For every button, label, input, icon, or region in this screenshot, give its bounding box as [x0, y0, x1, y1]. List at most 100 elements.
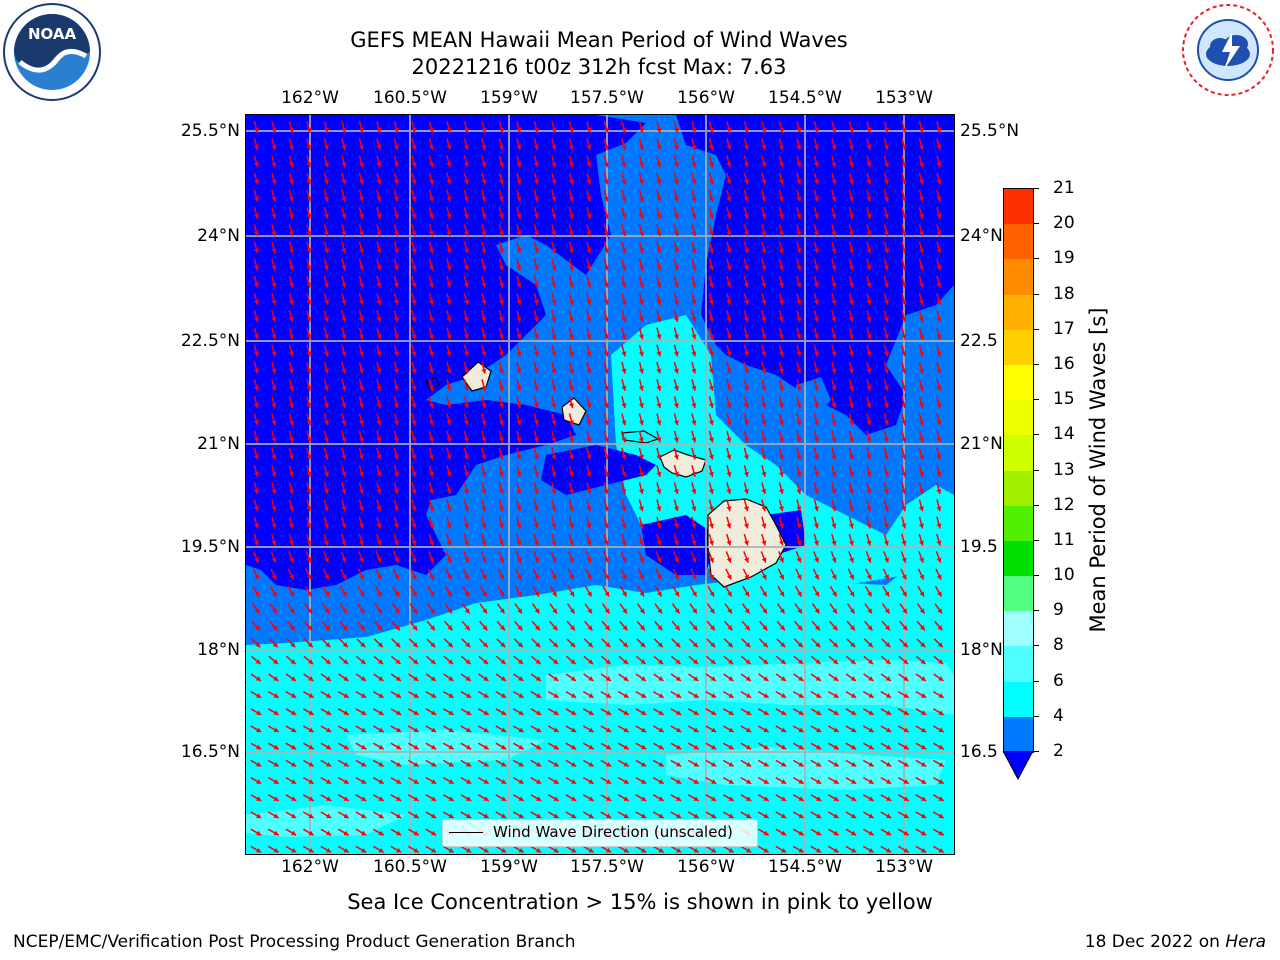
wave-direction-arrow	[407, 708, 420, 716]
wave-direction-arrow	[551, 533, 557, 546]
wave-direction-arrow	[865, 568, 872, 580]
wave-direction-arrow	[376, 447, 382, 460]
wave-direction-arrow	[776, 620, 786, 631]
wave-direction-arrow	[341, 465, 347, 477]
wave-direction-arrow	[409, 603, 418, 614]
wave-direction-arrow	[936, 189, 942, 202]
wave-direction-arrow	[918, 189, 924, 202]
wave-direction-arrow	[533, 413, 539, 426]
wave-direction-arrow	[936, 224, 942, 237]
wave-direction-arrow	[341, 344, 347, 357]
wave-direction-arrow	[915, 690, 927, 699]
wave-direction-arrow	[285, 845, 297, 854]
wave-direction-arrow	[690, 568, 697, 580]
wave-direction-arrow	[670, 845, 682, 854]
wave-direction-arrow	[901, 172, 907, 185]
wave-direction-arrow	[512, 708, 525, 716]
wave-direction-arrow	[339, 585, 348, 597]
wave-direction-arrow	[320, 759, 332, 768]
wave-direction-arrow	[530, 811, 542, 819]
wave-direction-arrow	[323, 344, 329, 357]
wave-direction-arrow	[883, 327, 889, 340]
wave-direction-arrow	[393, 241, 399, 254]
wave-direction-arrow	[603, 121, 609, 133]
wave-direction-arrow	[761, 189, 767, 202]
wave-direction-arrow	[372, 708, 385, 716]
wave-direction-arrow	[652, 690, 665, 699]
wave-direction-arrow	[551, 430, 557, 443]
wave-direction-arrow	[425, 828, 437, 836]
wave-direction-arrow	[428, 344, 434, 357]
wave-direction-arrow	[636, 620, 646, 631]
wave-direction-arrow	[673, 138, 679, 151]
wave-direction-arrow	[252, 568, 260, 580]
wave-direction-arrow	[444, 585, 453, 597]
wave-direction-arrow	[619, 603, 628, 614]
wave-direction-arrow	[463, 121, 469, 133]
wave-direction-arrow	[621, 499, 627, 512]
wave-direction-arrow	[638, 189, 644, 202]
wave-direction-arrow	[726, 121, 732, 133]
wave-direction-arrow	[708, 189, 714, 202]
wave-direction-arrow	[498, 327, 504, 340]
wave-direction-arrow	[915, 811, 927, 819]
wave-direction-arrow	[547, 690, 560, 699]
wave-direction-arrow	[673, 241, 679, 254]
wave-direction-arrow	[722, 708, 735, 716]
map-panel[interactable]	[245, 114, 955, 855]
colorbar-tick-mark	[1033, 399, 1039, 401]
wave-direction-arrow	[533, 447, 539, 460]
colorbar-segment	[1004, 189, 1033, 225]
wave-direction-arrow	[778, 482, 784, 495]
wave-direction-arrow	[446, 516, 452, 529]
wave-direction-arrow	[915, 776, 927, 785]
wave-direction-arrow	[320, 811, 332, 819]
wave-direction-arrow	[778, 241, 784, 254]
wave-direction-arrow	[743, 430, 749, 443]
wave-direction-arrow	[761, 379, 767, 391]
wave-direction-arrow	[411, 499, 417, 512]
wave-direction-arrow	[813, 207, 819, 219]
wave-direction-arrow	[250, 811, 262, 819]
wave-direction-arrow	[285, 742, 297, 750]
wave-direction-arrow	[411, 121, 417, 133]
wave-direction-arrow	[479, 620, 488, 631]
wave-direction-arrow	[533, 258, 539, 271]
wave-direction-arrow	[271, 482, 277, 495]
wave-direction-arrow	[796, 344, 802, 357]
lat-tick-left: 24°N	[197, 226, 240, 246]
wave-direction-arrow	[792, 690, 805, 699]
wave-direction-arrow	[901, 499, 907, 512]
wave-direction-arrow	[813, 361, 819, 374]
wave-direction-arrow	[691, 379, 697, 391]
wave-direction-arrow	[600, 742, 612, 750]
wave-direction-arrow	[691, 413, 697, 426]
wave-direction-arrow	[621, 516, 627, 529]
wave-direction-arrow	[306, 344, 312, 357]
wave-direction-arrow	[796, 310, 802, 323]
wave-direction-arrow	[741, 638, 751, 648]
wave-direction-arrow	[638, 310, 644, 323]
wave-direction-arrow	[656, 499, 662, 512]
lat-tick-right: 19.5	[960, 537, 998, 557]
wave-direction-arrow	[269, 620, 278, 631]
wave-direction-arrow	[288, 516, 294, 529]
wave-direction-arrow	[533, 327, 539, 340]
wave-direction-arrow	[304, 603, 313, 614]
wave-direction-arrow	[568, 361, 574, 374]
wave-direction-arrow	[775, 673, 787, 682]
wave-direction-arrow	[551, 155, 557, 168]
wave-direction-arrow	[656, 310, 662, 323]
wave-direction-arrow	[393, 482, 399, 495]
wave-direction-arrow	[585, 551, 592, 563]
wave-direction-arrow	[722, 776, 735, 785]
wave-direction-arrow	[653, 673, 664, 682]
wave-direction-arrow	[516, 121, 522, 133]
wave-direction-arrow	[531, 620, 541, 631]
lon-tick-top: 154.5°W	[768, 88, 842, 108]
wave-direction-arrow	[495, 759, 507, 768]
wave-direction-arrow	[600, 776, 612, 785]
wave-direction-arrow	[915, 845, 927, 854]
wave-direction-arrow	[477, 845, 490, 854]
wave-direction-arrow	[323, 482, 329, 495]
